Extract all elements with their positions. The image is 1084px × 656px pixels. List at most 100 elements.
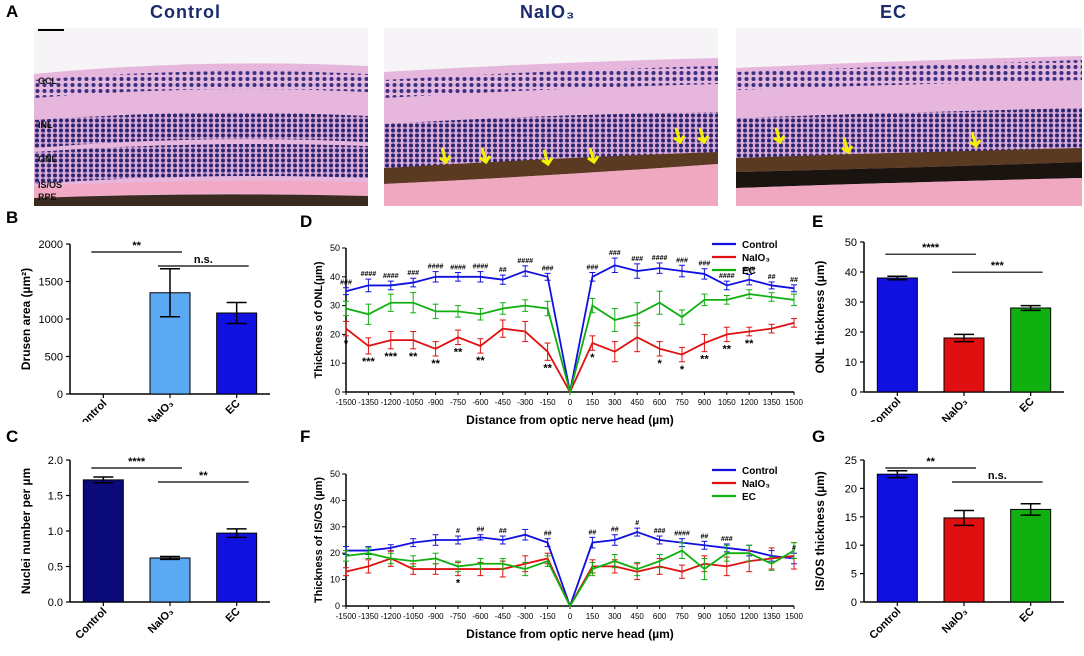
x-tick-label: 1350 xyxy=(763,612,781,621)
retina-section-naio3 xyxy=(384,28,718,206)
y-tick-label: 10 xyxy=(845,357,857,369)
x-axis-label: Distance from optic nerve head (µm) xyxy=(466,413,674,427)
y-tick-label: 0 xyxy=(335,601,340,611)
significance-label: ** xyxy=(132,240,141,252)
y-tick-label: 30 xyxy=(330,301,340,311)
histology-title-naio3: NaIO₃ xyxy=(520,2,576,22)
histology-title-ec: EC xyxy=(880,2,908,22)
x-tick-label: 300 xyxy=(608,398,622,407)
annotation-hash: ## xyxy=(589,529,597,536)
chart-drusen-area: 0 500 1000 1500 2000 Drusen area (µm²) Control… xyxy=(19,239,270,422)
y-tick-label: 10 xyxy=(330,575,340,585)
bar xyxy=(1010,307,1052,393)
x-tick-label: 750 xyxy=(675,398,689,407)
y-tick-label: 5 xyxy=(851,569,857,581)
x-tick-label: -300 xyxy=(517,612,534,621)
x-tick-label: Control xyxy=(867,606,903,642)
bar xyxy=(1010,508,1052,603)
annotation-hash: #### xyxy=(473,264,489,271)
bar xyxy=(149,557,191,603)
panel-letter-g: G xyxy=(812,427,826,446)
x-tick-label: EC xyxy=(1017,606,1036,625)
x-tick-label: EC xyxy=(223,398,242,417)
annotation-hash: ### xyxy=(407,270,419,277)
annotation-hash: #### xyxy=(383,273,399,280)
x-tick-label: -750 xyxy=(450,612,467,621)
x-tick-label: EC xyxy=(223,606,242,625)
y-tick-label: 0.5 xyxy=(48,562,63,574)
x-tick-label: 1500 xyxy=(785,612,803,621)
y-tick-label: 2000 xyxy=(39,239,63,251)
annotation-star: ** xyxy=(543,362,552,374)
annotation-hash: ## xyxy=(544,531,552,538)
annotation-hash: ### xyxy=(587,264,599,271)
y-tick-label: 0 xyxy=(851,387,857,399)
y-tick-label: 1.0 xyxy=(48,526,63,538)
panel-letter-a: A xyxy=(6,2,19,21)
y-tick-label: 40 xyxy=(330,495,340,505)
significance-label: **** xyxy=(128,456,146,468)
chart-nuclei-number: 0.0 0.5 1.0 1.5 2.0 Nuclei number per µm Contr… xyxy=(19,455,270,642)
x-tick-label: -1050 xyxy=(403,398,424,407)
annotation-star: * xyxy=(657,358,662,370)
x-tick-label: -1500 xyxy=(336,612,357,621)
series-line xyxy=(345,293,795,396)
legend-label: EC xyxy=(742,492,756,503)
significance-label: **** xyxy=(922,242,940,254)
annotation-hash: #### xyxy=(719,273,735,280)
x-tick-label: 1200 xyxy=(740,612,758,621)
panel-letter-d: D xyxy=(300,212,313,231)
bar xyxy=(216,532,258,603)
x-tick-label: 0 xyxy=(568,612,573,621)
annotation-hash: #### xyxy=(674,531,690,538)
annotation-star: * xyxy=(680,364,685,376)
x-tick-label: NaIO₃ xyxy=(146,398,176,422)
significance-label: ** xyxy=(199,470,208,482)
x-tick-label: -600 xyxy=(472,398,489,407)
bar xyxy=(82,479,124,603)
annotation-hash: ### xyxy=(542,265,554,272)
y-tick-label: 40 xyxy=(845,267,857,279)
drusen-arrows xyxy=(439,127,710,167)
annotation-star: ** xyxy=(454,346,463,358)
significance-label: n.s. xyxy=(988,470,1007,482)
bar xyxy=(943,517,985,603)
x-tick-label: 600 xyxy=(653,398,667,407)
legend-label: EC xyxy=(742,266,756,277)
annotation-hash: #### xyxy=(517,258,533,265)
y-tick-label: 10 xyxy=(330,358,340,368)
retina-section-control xyxy=(34,28,368,206)
y-axis-label: Thickness of ONL(µm) xyxy=(313,261,325,378)
x-tick-label: -300 xyxy=(517,398,534,407)
annotation-hash: ### xyxy=(340,280,352,287)
x-tick-label: -1500 xyxy=(336,398,357,407)
annotation-hash: # xyxy=(635,520,639,527)
annotation-hash: ### xyxy=(631,256,643,263)
x-tick-label: -450 xyxy=(495,398,512,407)
histology-image-naio3 xyxy=(384,28,718,206)
y-tick-label: 0 xyxy=(851,597,857,609)
annotation-hash: ## xyxy=(701,533,709,540)
x-tick-label: -1200 xyxy=(381,398,402,407)
x-tick-label: 1050 xyxy=(718,398,736,407)
annotation-hash: # xyxy=(792,545,796,552)
series-line xyxy=(345,549,795,608)
x-tick-label: -900 xyxy=(428,612,445,621)
histology-image-ec xyxy=(736,28,1082,206)
panel-letter-f: F xyxy=(300,427,311,446)
significance-label: ** xyxy=(926,456,935,468)
x-tick-label: 900 xyxy=(698,612,712,621)
layer-label-rpe: RPE xyxy=(38,192,57,202)
y-tick-label: 25 xyxy=(845,455,857,467)
annotation-star: *** xyxy=(362,356,376,368)
x-tick-label: EC xyxy=(1017,396,1036,415)
x-tick-label: -1200 xyxy=(381,612,402,621)
annotation-star: ** xyxy=(723,344,732,356)
x-tick-label: Control xyxy=(73,398,109,422)
x-tick-label: -450 xyxy=(495,612,512,621)
y-tick-label: 1500 xyxy=(39,277,63,289)
layer-label-onl: ONL xyxy=(38,154,57,164)
x-tick-label: 450 xyxy=(631,612,645,621)
y-tick-label: 15 xyxy=(845,512,857,524)
